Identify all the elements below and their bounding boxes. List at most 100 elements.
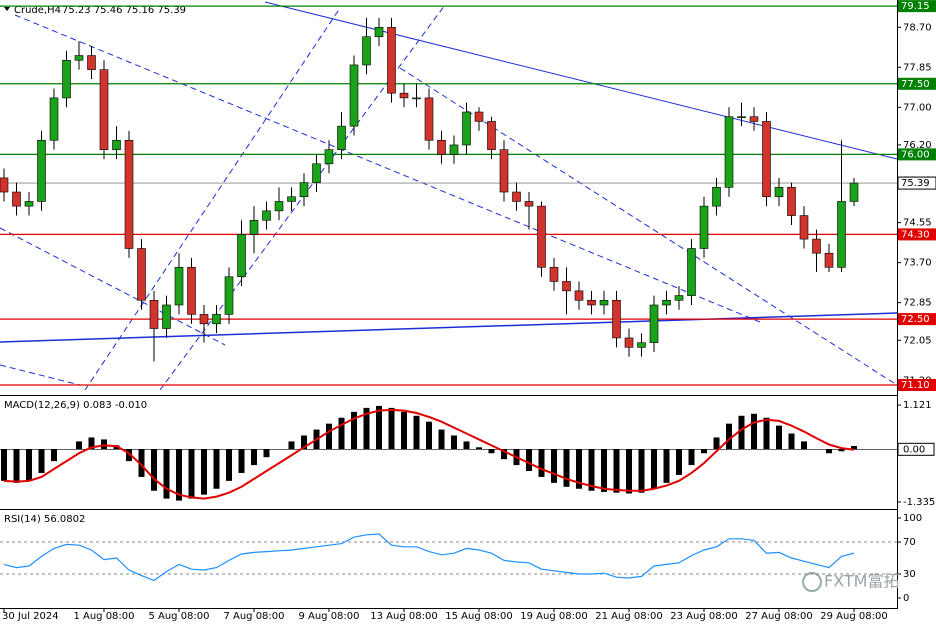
candle-body — [674, 295, 684, 301]
macd-bar — [788, 433, 795, 450]
ohlc-text: 75.23 75.46 75.16 75.39 — [62, 5, 186, 16]
logo-circle — [802, 572, 822, 592]
candle-body — [87, 55, 96, 70]
candle-body — [299, 182, 309, 198]
candle-body — [249, 219, 259, 235]
macd-bar — [151, 449, 157, 491]
trendlines — [0, 1, 898, 391]
candle-body — [699, 205, 709, 249]
candle-body — [812, 238, 821, 254]
x-tick-label: 29 Aug 08:00 — [820, 611, 887, 622]
candle-body — [787, 187, 796, 216]
channel-line — [14, 14, 761, 323]
macd-bar — [838, 449, 845, 452]
candle-body — [549, 267, 559, 282]
x-tick-label: 19 Aug 08:00 — [520, 611, 587, 622]
x-tick-label: 7 Aug 08:00 — [223, 611, 284, 622]
macd-bar — [388, 407, 395, 450]
candle-body — [12, 191, 21, 207]
candle-body — [362, 36, 371, 66]
macd-bar — [226, 449, 232, 481]
level-label-box — [898, 228, 936, 241]
candle-body — [637, 342, 646, 348]
macd-bar — [51, 449, 57, 462]
candle-body — [49, 97, 59, 141]
candle-body — [137, 248, 146, 301]
macd-bar — [601, 449, 607, 492]
y-tick-label: -1.335 — [903, 497, 935, 508]
macd-bar — [851, 446, 857, 450]
candle-body — [449, 144, 459, 155]
candle-body — [612, 299, 621, 339]
y-tick-label: 1.121 — [903, 400, 932, 411]
level-label-box — [898, 378, 936, 391]
candle-body — [199, 314, 209, 325]
macd-bar — [401, 411, 407, 450]
macd-bar — [426, 421, 432, 450]
level-label: 72.50 — [901, 314, 930, 325]
macd-bar — [476, 447, 482, 450]
candle-body — [112, 139, 121, 150]
macd-bar — [438, 429, 445, 450]
candle-body — [374, 26, 384, 38]
y-tick-label: 70 — [903, 537, 916, 548]
macd-bar — [676, 449, 682, 475]
macd-bar — [363, 407, 370, 450]
level-label: 74.30 — [901, 229, 930, 240]
watermark: FXTM富拓 — [824, 572, 899, 591]
macd-bar — [826, 449, 832, 454]
candle-body — [837, 201, 846, 268]
macd-bar — [163, 449, 170, 499]
macd-bar — [738, 415, 745, 450]
macd-bar — [763, 417, 770, 450]
y-tick-label: 0 — [903, 593, 909, 604]
channel-line — [84, 7, 341, 391]
macd-bar — [451, 435, 457, 450]
channel-line — [0, 364, 81, 386]
level-label-box — [898, 0, 936, 13]
rsi-title: RSI(14) 56.0802 — [4, 514, 85, 525]
macd-bar — [776, 425, 782, 450]
watermark-logo — [802, 572, 822, 592]
candle-body — [474, 111, 484, 122]
macd-bar — [201, 449, 207, 495]
level-label-box — [898, 77, 936, 90]
macd-bar — [263, 449, 270, 458]
panel-frames — [0, 0, 898, 609]
macd-bar — [538, 449, 545, 477]
macd-bar — [638, 449, 645, 493]
candle-body — [687, 248, 696, 296]
macd-bar — [188, 449, 195, 499]
candle-body — [237, 234, 246, 278]
macd-bar — [138, 449, 145, 477]
x-tick-label: 1 Aug 08:00 — [73, 611, 134, 622]
level-label: 79.15 — [901, 1, 930, 12]
macd-bar — [501, 449, 507, 460]
candle-body — [524, 201, 534, 207]
macd-bar — [463, 441, 470, 450]
candle-body — [762, 121, 771, 198]
candle-body — [737, 116, 746, 119]
current-price-box — [897, 176, 936, 190]
macd-bar — [801, 441, 807, 450]
macd-bar — [26, 449, 32, 481]
candle-body — [287, 196, 296, 202]
candle-body — [337, 125, 346, 150]
trendline — [0, 312, 898, 343]
chart-title: Crude,H4 — [14, 5, 61, 16]
candle-body — [749, 116, 759, 122]
macd-bar — [576, 449, 582, 489]
candle-body — [324, 149, 334, 165]
candle-body — [74, 55, 84, 61]
y-tick-label: 73.70 — [903, 258, 932, 269]
candle-body — [349, 64, 359, 127]
macd-bar — [76, 441, 82, 450]
macd-bar — [126, 449, 132, 462]
macd-bar — [326, 423, 332, 450]
candle-body — [62, 59, 71, 99]
macd-bar — [588, 449, 595, 491]
x-tick-label: 5 Aug 08:00 — [148, 611, 209, 622]
current-price-label: 75.39 — [901, 178, 930, 189]
level-label: 71.10 — [901, 380, 930, 391]
macd-bar — [213, 449, 220, 489]
